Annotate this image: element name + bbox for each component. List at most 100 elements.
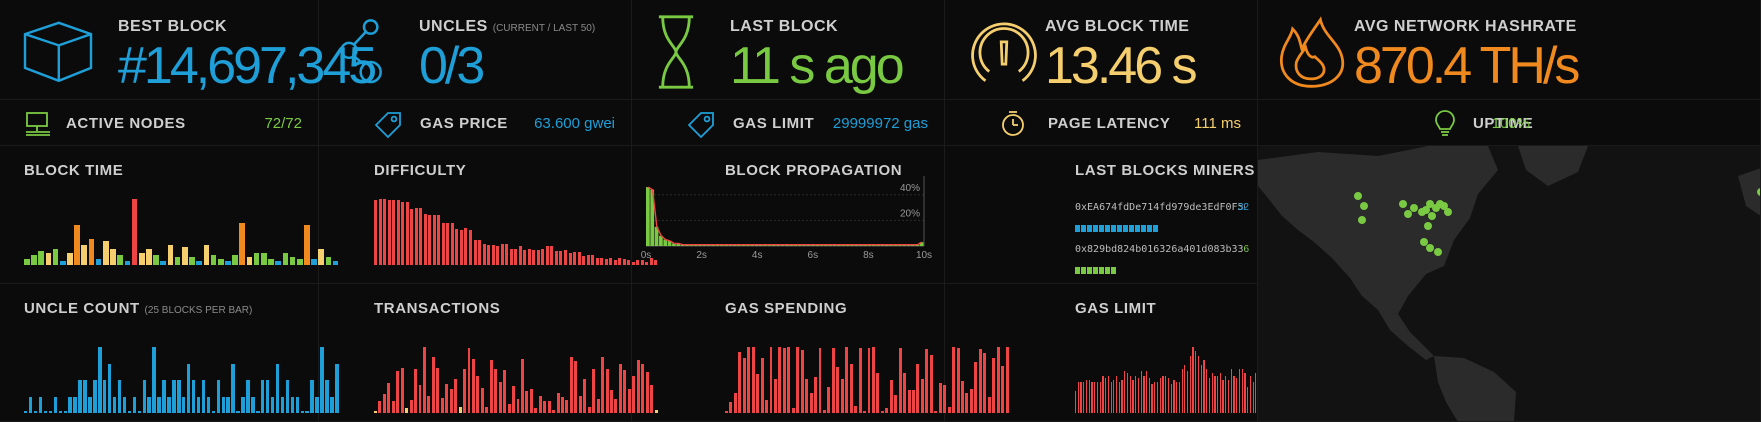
best-block-value: #14,697,345 bbox=[118, 37, 377, 95]
difficulty-bar bbox=[609, 258, 613, 265]
node-dot[interactable] bbox=[1422, 206, 1430, 214]
miner-address[interactable]: 0xEA674fdDe714fd979de3EdF0F56AA9716B898e… bbox=[1075, 202, 1245, 213]
x-tick-label: 2s bbox=[696, 250, 707, 261]
node-dot[interactable] bbox=[1434, 248, 1442, 256]
gas-limit-bar bbox=[1094, 382, 1096, 413]
gas-limit-bar bbox=[1080, 382, 1082, 413]
gas-limit-value: 29999972 gas bbox=[832, 115, 928, 132]
node-dot[interactable] bbox=[1444, 208, 1452, 216]
difficulty-bar bbox=[514, 248, 518, 265]
last-blocks-miners-panel: LAST BLOCKS MINERS 0xEA674fdDe714fd979de… bbox=[945, 146, 1258, 284]
gas-spending-bar bbox=[889, 380, 893, 413]
node-dot[interactable] bbox=[1410, 204, 1418, 212]
gas-limit-bar bbox=[1170, 384, 1172, 413]
difficulty-bar bbox=[640, 260, 644, 265]
central-america-shape bbox=[1378, 310, 1434, 360]
transactions-bar bbox=[654, 409, 658, 413]
transactions-bar bbox=[525, 391, 529, 413]
uncle-count-bar bbox=[93, 380, 97, 413]
node-dot[interactable] bbox=[1426, 244, 1434, 252]
miner-address[interactable]: 0x829bd824b016326a401d083b33d092293333a8… bbox=[1075, 244, 1245, 255]
miner-block bbox=[1111, 267, 1116, 274]
block-time-bar bbox=[282, 253, 289, 265]
gas-spending-bar bbox=[769, 347, 773, 413]
difficulty-bar bbox=[378, 199, 382, 265]
block-time-bar bbox=[289, 257, 296, 265]
node-dot[interactable] bbox=[1404, 210, 1412, 218]
last-block-label: LAST BLOCK bbox=[730, 18, 839, 35]
gas-spending-bar bbox=[787, 347, 791, 413]
uncles-sub: (CURRENT / LAST 50) bbox=[492, 23, 596, 34]
difficulty-bar bbox=[392, 200, 396, 265]
gas-spending-bar bbox=[854, 406, 858, 413]
transactions-bar bbox=[409, 400, 413, 413]
block-time-bar bbox=[117, 255, 124, 265]
y-tick-label: 40% bbox=[900, 183, 920, 194]
uncle-count-title-text: UNCLE COUNT bbox=[24, 300, 140, 317]
transactions-bar bbox=[618, 364, 622, 413]
gas-spending-bar bbox=[1001, 366, 1005, 413]
block-time-bar bbox=[196, 261, 203, 265]
node-dot[interactable] bbox=[1358, 216, 1366, 224]
transactions-bar bbox=[556, 393, 560, 413]
transactions-bar bbox=[561, 396, 564, 413]
block-time-bar bbox=[45, 253, 52, 265]
world-map bbox=[1258, 146, 1761, 421]
block-time-bar bbox=[110, 249, 116, 265]
gas-spending-bar bbox=[952, 347, 956, 413]
difficulty-bar bbox=[387, 200, 391, 265]
node-dot[interactable] bbox=[1440, 202, 1448, 210]
node-dot[interactable] bbox=[1399, 200, 1407, 208]
gas-spending-bar bbox=[760, 358, 764, 413]
transactions-bar bbox=[405, 408, 409, 413]
transactions-bar bbox=[396, 371, 400, 413]
gas-price-value: 63.600 gwei bbox=[534, 115, 615, 132]
gas-spending-bar bbox=[947, 407, 951, 413]
gas-spending-panel: GAS SPENDING bbox=[632, 284, 1009, 422]
gas-spending-bar bbox=[809, 392, 813, 413]
difficulty-bar bbox=[564, 249, 568, 265]
uncle-count-bar bbox=[28, 396, 33, 413]
propagation-bar bbox=[919, 242, 924, 246]
uncles-stat: UNCLES (CURRENT / LAST 50) 0/3 bbox=[319, 0, 632, 100]
node-dot[interactable] bbox=[1420, 238, 1428, 246]
difficulty-bar bbox=[568, 253, 572, 265]
gas-limit-bar bbox=[1077, 382, 1079, 413]
gas-spending-bar bbox=[814, 376, 818, 413]
gas-limit-bar bbox=[1233, 375, 1235, 413]
page-latency-row: PAGE LATENCY 111 ms bbox=[945, 100, 1258, 146]
node-dot[interactable] bbox=[1360, 202, 1368, 210]
node-dot[interactable] bbox=[1354, 192, 1362, 200]
x-tick-label: 8s bbox=[863, 250, 874, 261]
transactions-bar bbox=[512, 386, 515, 413]
gas-spending-bar bbox=[929, 354, 933, 413]
gas-limit-bar bbox=[1173, 380, 1175, 413]
uncle-count-bar bbox=[43, 411, 48, 413]
difficulty-bar bbox=[509, 248, 513, 265]
node-dot[interactable] bbox=[1757, 188, 1761, 196]
transactions-bar bbox=[489, 359, 493, 413]
miner-block bbox=[1081, 225, 1086, 232]
difficulty-bar bbox=[550, 246, 554, 265]
node-dot[interactable] bbox=[1426, 200, 1434, 208]
transactions-bar bbox=[627, 388, 631, 413]
gas-limit-bar bbox=[1214, 375, 1216, 413]
node-dot[interactable] bbox=[1424, 222, 1432, 230]
miner-block bbox=[1075, 225, 1080, 232]
x-tick-label: 0s bbox=[641, 250, 652, 261]
uncle-count-bar bbox=[132, 396, 137, 413]
block-time-bar bbox=[167, 245, 174, 265]
bulb-icon bbox=[1435, 110, 1455, 136]
node-dot[interactable] bbox=[1428, 212, 1436, 220]
block-time-bar bbox=[332, 261, 339, 265]
difficulty-bar bbox=[618, 258, 622, 265]
difficulty-bar bbox=[622, 259, 626, 265]
block-time-bar bbox=[239, 223, 246, 265]
gas-spending-bar bbox=[934, 410, 938, 413]
difficulty-bar bbox=[487, 245, 491, 265]
uncle-count-bar bbox=[48, 411, 53, 413]
gas-spending-bar bbox=[943, 384, 947, 413]
miner-block bbox=[1111, 225, 1116, 232]
gas-limit-bar bbox=[1132, 380, 1134, 413]
miner-block bbox=[1093, 225, 1098, 232]
